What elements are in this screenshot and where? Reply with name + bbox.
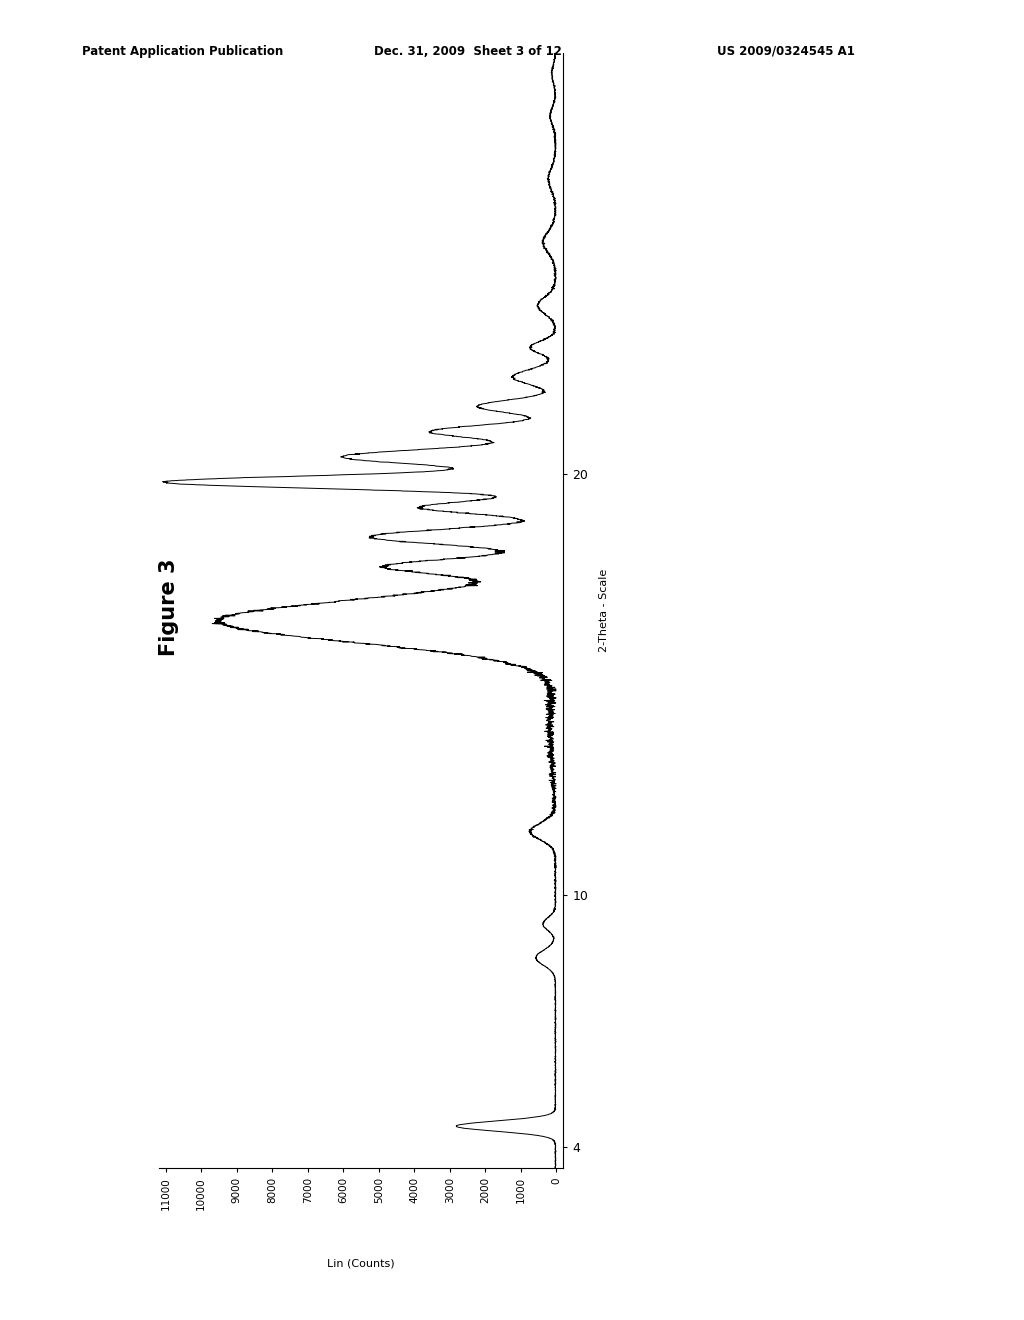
Text: Patent Application Publication: Patent Application Publication bbox=[82, 45, 284, 58]
Text: Dec. 31, 2009  Sheet 3 of 12: Dec. 31, 2009 Sheet 3 of 12 bbox=[374, 45, 561, 58]
Y-axis label: 2-Theta - Scale: 2-Theta - Scale bbox=[599, 569, 609, 652]
X-axis label: Lin (Counts): Lin (Counts) bbox=[327, 1258, 395, 1269]
Text: US 2009/0324545 A1: US 2009/0324545 A1 bbox=[717, 45, 855, 58]
Text: Figure 3: Figure 3 bbox=[159, 558, 179, 656]
